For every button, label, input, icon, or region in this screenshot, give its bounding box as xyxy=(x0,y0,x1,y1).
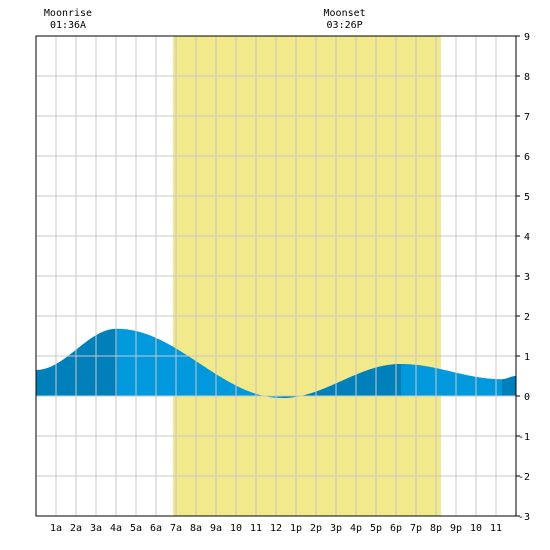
x-tick-label: 6p xyxy=(390,523,402,534)
moonset-time: 03:26P xyxy=(327,20,363,31)
y-tick-label: -3 xyxy=(518,512,530,523)
x-tick-label: 4p xyxy=(350,523,362,534)
x-tick-label: 1p xyxy=(290,523,302,534)
x-tick-label: 8p xyxy=(430,523,442,534)
y-tick-label: -1 xyxy=(518,432,530,443)
x-tick-label: 9p xyxy=(450,523,462,534)
moonset-label: Moonset xyxy=(324,8,366,19)
x-tick-label: 2p xyxy=(310,523,322,534)
x-tick-label: 1a xyxy=(50,523,62,534)
y-tick-label: 9 xyxy=(524,32,530,43)
tide-shade-band-3 xyxy=(502,376,516,396)
y-tick-label: 0 xyxy=(524,392,530,403)
x-tick-label: 11 xyxy=(490,523,502,534)
x-tick-label: 10 xyxy=(230,523,242,534)
x-tick-label: 4a xyxy=(110,523,122,534)
x-tick-label: 3a xyxy=(90,523,102,534)
x-tick-label: 8a xyxy=(190,523,202,534)
y-tick-label: 5 xyxy=(524,192,530,203)
y-tick-label: 2 xyxy=(524,312,530,323)
x-tick-label: 2a xyxy=(70,523,82,534)
x-tick-label: 5a xyxy=(130,523,142,534)
x-tick-label: 9a xyxy=(210,523,222,534)
y-tick-label: -2 xyxy=(518,472,530,483)
x-tick-label: 3p xyxy=(330,523,342,534)
x-tick-label: 12 xyxy=(270,523,282,534)
y-tick-label: 4 xyxy=(524,232,530,243)
x-tick-label: 10 xyxy=(470,523,482,534)
plot-frame xyxy=(35,35,517,517)
y-tick-label: 7 xyxy=(524,112,530,123)
moonrise-time: 01:36A xyxy=(50,20,86,31)
x-tick-label: 11 xyxy=(250,523,262,534)
y-tick-label: 6 xyxy=(524,152,530,163)
x-tick-label: 5p xyxy=(370,523,382,534)
moonrise-label: Moonrise xyxy=(44,8,92,19)
x-tick-label: 6a xyxy=(150,523,162,534)
x-tick-label: 7p xyxy=(410,523,422,534)
tide-shade-band-2 xyxy=(282,364,401,398)
x-tick-label: 7a xyxy=(170,523,182,534)
y-tick-label: 8 xyxy=(524,72,530,83)
y-tick-label: 1 xyxy=(524,352,530,363)
y-tick-label: 3 xyxy=(524,272,530,283)
